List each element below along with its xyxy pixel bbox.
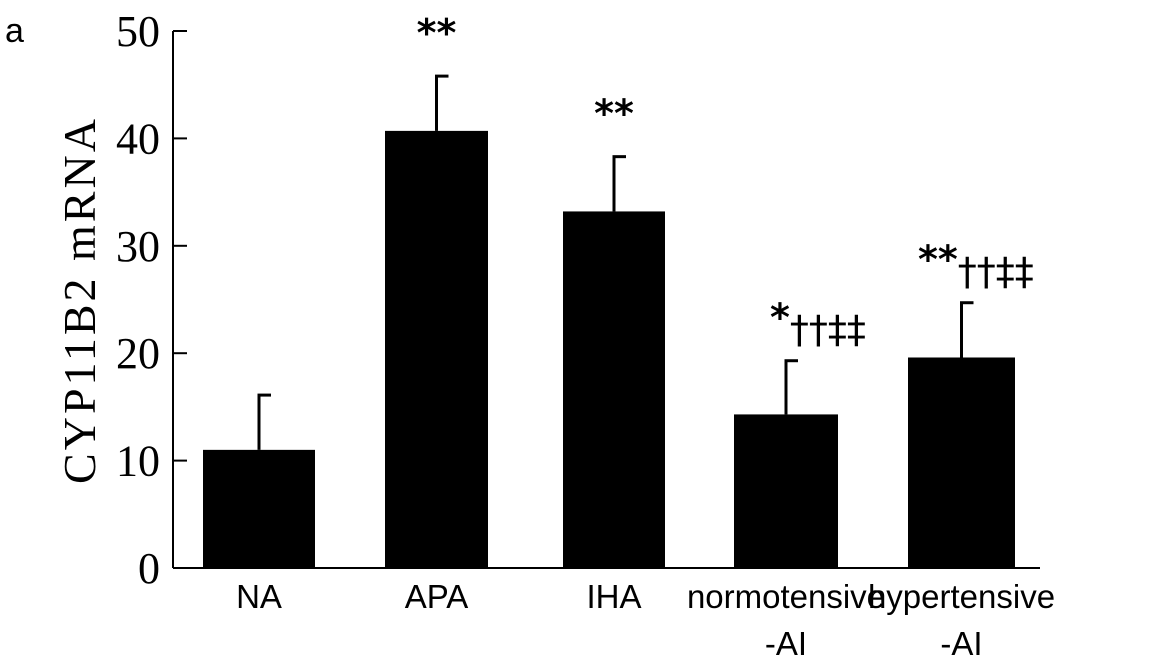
x-tick-label: normotensive — [687, 578, 885, 615]
x-tick-label: hypertensive — [868, 578, 1055, 615]
bar — [203, 449, 315, 568]
bar — [734, 414, 838, 568]
bar — [908, 357, 1015, 568]
bar — [563, 211, 665, 568]
y-tick-label: 20 — [116, 329, 160, 378]
significance-annotation: **††‡‡ — [918, 238, 1034, 294]
panel-label: a — [5, 12, 24, 50]
y-tick-label: 50 — [116, 7, 160, 56]
x-tick-label: IHA — [586, 578, 641, 615]
y-axis-label: CYP11B2 mRNA — [54, 116, 105, 484]
significance-annotation: ** — [417, 11, 457, 55]
y-tick-label: 30 — [116, 222, 160, 271]
y-tick-label: 0 — [138, 544, 160, 593]
x-tick-label: APA — [405, 578, 469, 615]
y-tick-label: 10 — [116, 437, 160, 486]
x-tick-label-line2: -AI — [940, 625, 982, 662]
x-tick-label: NA — [236, 578, 282, 615]
significance-annotation: ** — [594, 92, 634, 136]
x-tick-label-line2: -AI — [765, 625, 807, 662]
y-tick-label: 40 — [116, 114, 160, 163]
bar — [385, 130, 488, 568]
significance-annotation: *††‡‡ — [770, 296, 866, 352]
